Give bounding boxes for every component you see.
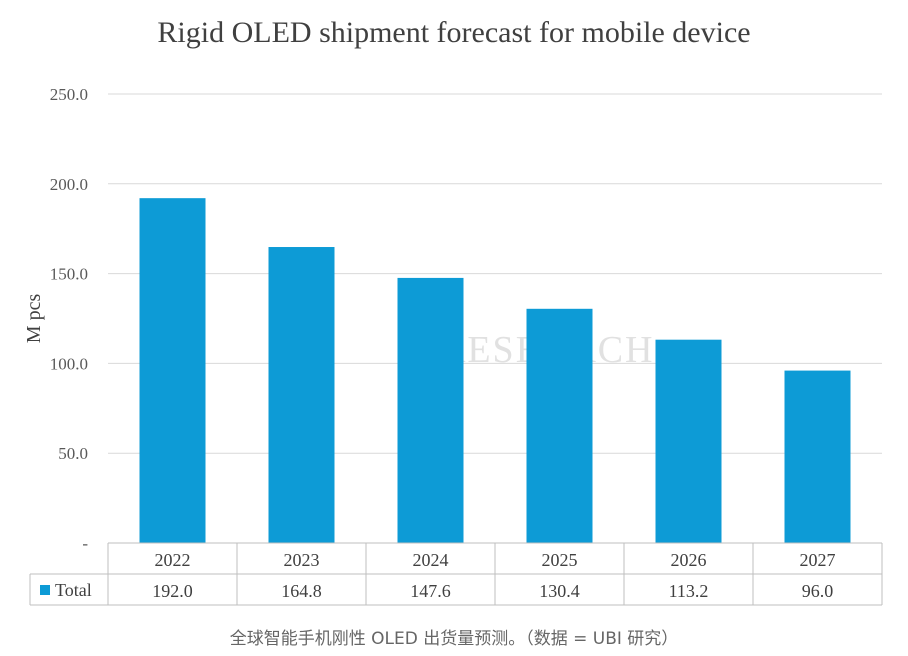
legend-swatch: [40, 585, 50, 595]
x-category-label: 2025: [542, 550, 578, 570]
chart-title: Rigid OLED shipment forecast for mobile …: [157, 16, 751, 49]
data-table-value: 147.6: [410, 581, 451, 601]
x-category-label: 2026: [671, 550, 707, 570]
y-axis-label: M pcs: [23, 294, 45, 344]
y-tick-label: 150.0: [50, 265, 88, 284]
x-category-label: 2022: [155, 550, 191, 570]
bar: [526, 308, 593, 543]
data-table-value: 164.8: [281, 581, 322, 601]
x-category-label: 2023: [284, 550, 320, 570]
image-caption: 全球智能手机刚性 OLED 出货量预测。（数据 = UBI 研究）: [229, 629, 679, 649]
data-table-value: 113.2: [669, 581, 709, 601]
bar: [784, 370, 851, 543]
bar: [139, 198, 206, 543]
data-table-value: 96.0: [802, 581, 834, 601]
x-category-label: 2027: [800, 550, 836, 570]
x-category-label: 2024: [413, 550, 449, 570]
y-tick-label: -: [82, 534, 88, 553]
y-tick-label: 100.0: [50, 354, 88, 373]
y-tick-label: 250.0: [50, 85, 88, 104]
data-table-value: 192.0: [152, 581, 193, 601]
y-tick-label: 200.0: [50, 175, 88, 194]
y-tick-label: 50.0: [58, 444, 88, 463]
legend-label: Total: [55, 580, 92, 600]
bar: [655, 339, 722, 543]
bar: [397, 277, 464, 543]
bar: [268, 247, 335, 543]
data-table-value: 130.4: [539, 581, 580, 601]
